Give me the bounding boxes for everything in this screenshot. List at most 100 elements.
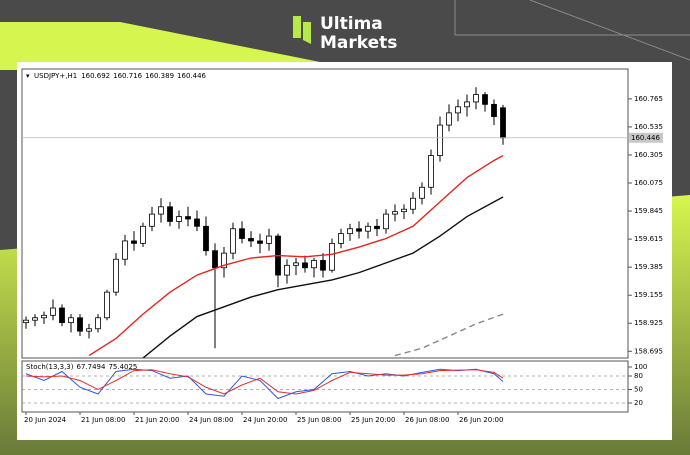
x-tick-label: 21 Jun 08:00 (81, 416, 125, 424)
y-tick-label: 158.695 (634, 347, 663, 355)
candle-body (500, 107, 506, 139)
y-tick-label: 160.765 (634, 95, 663, 103)
candle-body (59, 307, 65, 324)
y-tick-label: 160.075 (634, 179, 663, 187)
y-tick-label: 159.155 (634, 291, 663, 299)
candle-body (68, 317, 74, 324)
candle-body (239, 228, 245, 239)
candle-body (86, 328, 92, 332)
x-tick-label: 26 Jun 08:00 (405, 416, 449, 424)
logo-text: Markets (320, 33, 397, 53)
candle-body (374, 225, 380, 230)
x-tick-label: 26 Jun 20:00 (459, 416, 503, 424)
candle-body (176, 216, 182, 222)
candle-body (473, 94, 479, 103)
decor-shape (0, 22, 360, 70)
current-price-box (629, 132, 663, 143)
candle-body (77, 317, 83, 332)
x-tick-label: 20 Jun 2024 (24, 416, 67, 424)
x-tick-label: 24 Jun 20:00 (243, 416, 287, 424)
moving-average (88, 154, 504, 357)
candle-body (248, 238, 254, 242)
candle-body (284, 264, 290, 276)
ohlc-value: 160.716 (113, 72, 142, 80)
y-tick-label: 159.385 (634, 263, 663, 271)
header: ▾ USDJPY+,H1 160.692 160.716 160.389 160.446… (26, 72, 207, 371)
symbol-arrow: ▾ (26, 72, 30, 80)
candle-body (122, 240, 128, 260)
candle-body (194, 218, 200, 227)
y-tick-label: 159.615 (634, 235, 663, 243)
logo-icon (293, 16, 311, 44)
y-tick-label: 158.925 (634, 319, 663, 327)
candle-body (464, 101, 470, 108)
stoch-line (25, 369, 504, 395)
candle-body (230, 228, 236, 254)
indicator-title: Stoch(13,3,3) (26, 363, 74, 371)
y-tick-label: 100 (634, 363, 647, 371)
candle-body (491, 103, 497, 117)
candle-body (293, 262, 299, 266)
candle-body (401, 208, 407, 213)
candle-body (203, 225, 209, 252)
candle-body (437, 124, 443, 156)
candle-body (23, 319, 29, 324)
logo: Ultima Markets (293, 14, 397, 53)
decor-line (454, 0, 690, 36)
ohlc-value: 160.446 (177, 72, 206, 80)
y-tick-label: 160.535 (634, 123, 663, 131)
indicator-value: 67.7494 (76, 363, 105, 371)
x-tick-label: 25 Jun 08:00 (297, 416, 341, 424)
main-frame (21, 68, 629, 359)
candle-body (482, 94, 488, 105)
moving-average (142, 196, 504, 358)
main-plot (22, 87, 628, 358)
candle-body (392, 211, 398, 215)
candle-body (113, 258, 119, 293)
candle-body (419, 186, 425, 199)
symbol-title: USDJPY+,H1 (34, 72, 77, 80)
candle-body (185, 216, 191, 220)
candle-body (95, 317, 101, 330)
candle-body (257, 240, 263, 244)
candle-body (383, 213, 389, 230)
stoch-line (25, 368, 504, 400)
candle-body (32, 317, 38, 321)
y-tick-label: 80 (634, 372, 643, 380)
candle-body (266, 235, 272, 244)
candle-body (311, 260, 317, 269)
logo-text: Ultima (320, 14, 383, 34)
candle-body (356, 228, 362, 232)
x-tick-label: 25 Jun 20:00 (351, 416, 395, 424)
decor-line (529, 0, 690, 61)
candle-body (320, 260, 326, 271)
x-tick-label: 21 Jun 20:00 (135, 416, 179, 424)
ohlc-value: 160.389 (145, 72, 174, 80)
candle-body (167, 206, 173, 222)
candle-body (131, 240, 137, 244)
candle-body (410, 197, 416, 210)
stoch-plot (22, 368, 628, 404)
candle-body (221, 252, 227, 269)
current-price-label: 160.446 (631, 134, 660, 142)
candle-body (41, 314, 47, 319)
y-tick-label: 160.305 (634, 151, 663, 159)
stoch-frame (21, 360, 629, 413)
candle-body (158, 206, 164, 215)
indicator-value: 75.4025 (108, 363, 137, 371)
axes: 158.695 158.925 159.155 159.385 159.615 159.8… (24, 95, 663, 424)
ohlc-value: 160.692 (81, 72, 110, 80)
candle-body (329, 242, 335, 271)
candle-body (455, 106, 461, 114)
candle-body (302, 262, 308, 269)
candle-body (365, 225, 371, 232)
y-tick-label: 20 (634, 399, 643, 407)
x-tick-label: 24 Jun 08:00 (189, 416, 233, 424)
candle-body (446, 112, 452, 126)
candle-body (104, 291, 110, 319)
candle-body (212, 250, 218, 269)
candle-body (149, 213, 155, 227)
candle-body (428, 155, 434, 188)
candle-body (338, 233, 344, 244)
